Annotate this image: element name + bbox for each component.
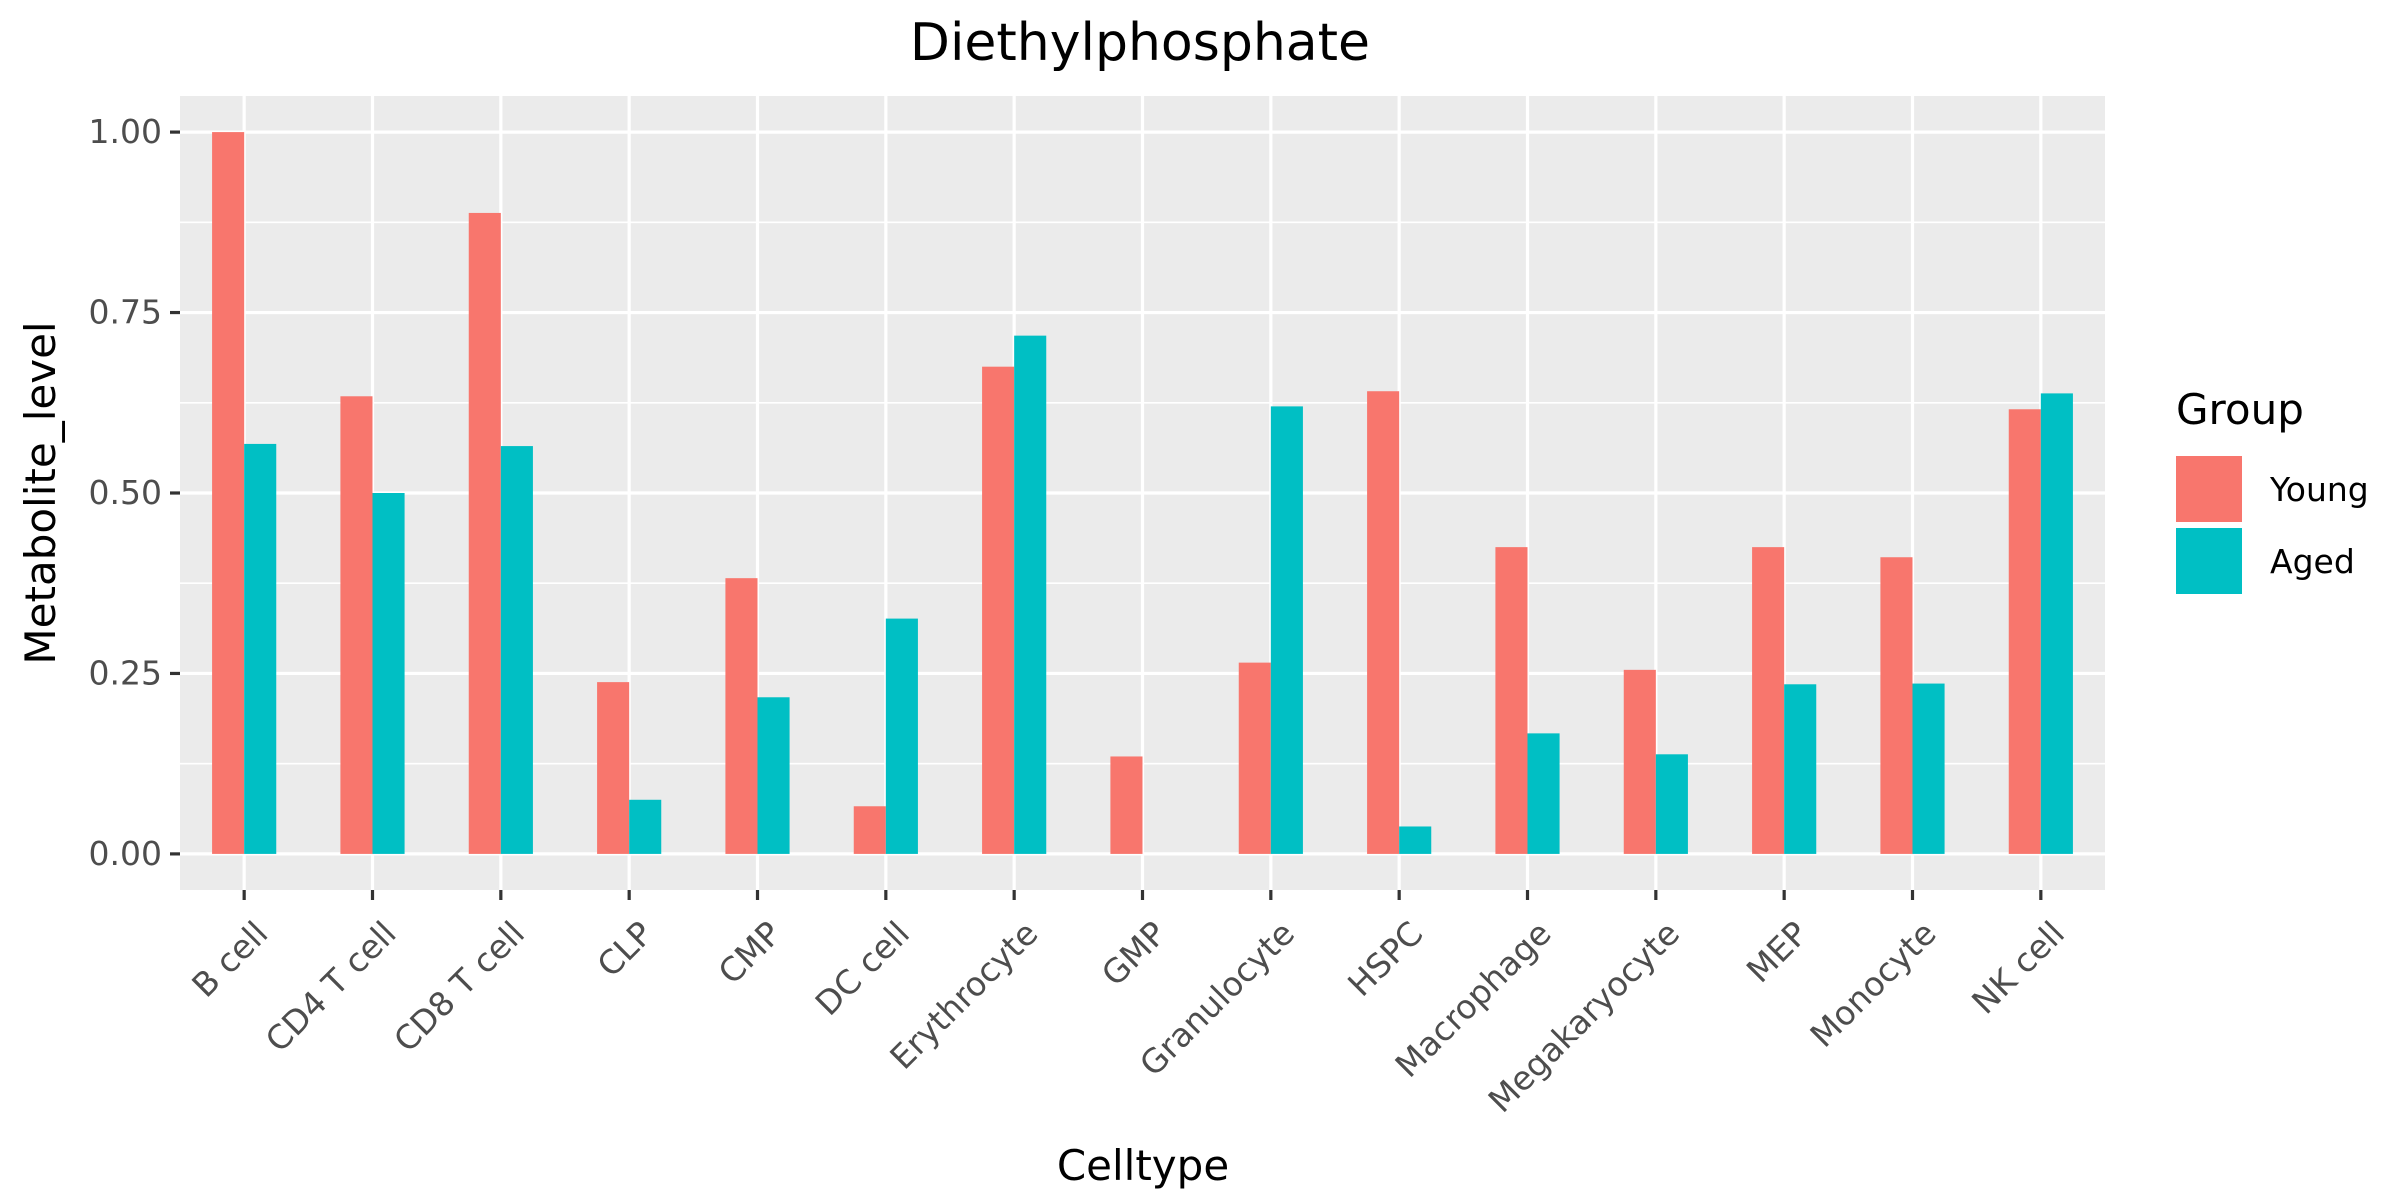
chart-title: Diethylphosphate	[910, 13, 1370, 73]
y-tick-label: 0.25	[89, 653, 162, 692]
bar-aged-monocyte	[1912, 683, 1945, 854]
y-axis-title: Metabolite_level	[16, 321, 65, 664]
x-tick-label: CLP	[589, 914, 660, 985]
bar-aged-nk-cell	[2040, 393, 2073, 854]
bar-aged-megakaryocyte	[1655, 754, 1688, 854]
legend-title: Group	[2176, 385, 2304, 434]
bars	[212, 132, 2073, 854]
bar-young-hspc	[1367, 391, 1400, 854]
y-tick-label: 0.00	[89, 834, 162, 873]
bar-aged-b-cell	[244, 443, 277, 854]
bar-young-erythrocyte	[982, 366, 1015, 854]
bar-aged-cmp	[757, 697, 790, 854]
bar-aged-hspc	[1399, 826, 1432, 854]
y-tick-label: 0.75	[89, 293, 162, 332]
x-tick-label: CD8 T cell	[386, 914, 532, 1060]
x-tick-label: MEP	[1739, 914, 1816, 991]
bar-young-granulocyte	[1238, 662, 1271, 854]
bar-young-nk-cell	[2008, 409, 2041, 854]
bar-aged-cd4-t-cell	[372, 493, 405, 854]
bar-young-cd8-t-cell	[468, 212, 501, 854]
x-tick-label: CD4 T cell	[258, 914, 404, 1060]
bar-young-cd4-t-cell	[340, 396, 373, 854]
bar-young-megakaryocyte	[1623, 669, 1656, 854]
bar-aged-dc-cell	[885, 618, 918, 854]
bar-young-gmp	[1110, 756, 1143, 854]
bar-aged-mep	[1784, 684, 1817, 854]
bar-aged-erythrocyte	[1014, 335, 1047, 854]
bar-aged-granulocyte	[1270, 406, 1303, 854]
y-tick-label: 1.00	[89, 112, 162, 151]
x-tick-label: HSPC	[1340, 914, 1430, 1004]
bar-aged-macrophage	[1527, 733, 1560, 854]
bar-young-mep	[1752, 547, 1785, 854]
legend: Group Young Aged	[2176, 385, 2369, 594]
bar-young-macrophage	[1495, 547, 1528, 854]
legend-label-aged: Aged	[2270, 542, 2355, 581]
bar-young-clp	[597, 682, 630, 854]
x-tick-label: NK cell	[1964, 914, 2072, 1022]
x-tick-label: DC cell	[808, 914, 917, 1023]
x-tick-label: CMP	[711, 914, 789, 992]
x-tick-label: B cell	[184, 914, 275, 1005]
bar-young-monocyte	[1880, 557, 1913, 854]
y-axis: 0.00 0.25 0.50 0.75 1.00	[89, 112, 180, 873]
legend-key-young	[2176, 456, 2242, 522]
legend-label-young: Young	[2269, 470, 2369, 509]
bar-young-cmp	[725, 578, 758, 854]
bar-young-dc-cell	[853, 806, 886, 854]
bar-aged-clp	[629, 799, 662, 854]
bar-aged-cd8-t-cell	[500, 446, 533, 854]
x-tick-label: Monocyte	[1802, 914, 1943, 1055]
x-axis-title: Celltype	[1057, 1141, 1229, 1190]
y-tick-label: 0.50	[89, 473, 162, 512]
legend-key-aged	[2176, 528, 2242, 594]
bar-young-b-cell	[212, 132, 245, 854]
x-tick-label: GMP	[1094, 914, 1174, 994]
